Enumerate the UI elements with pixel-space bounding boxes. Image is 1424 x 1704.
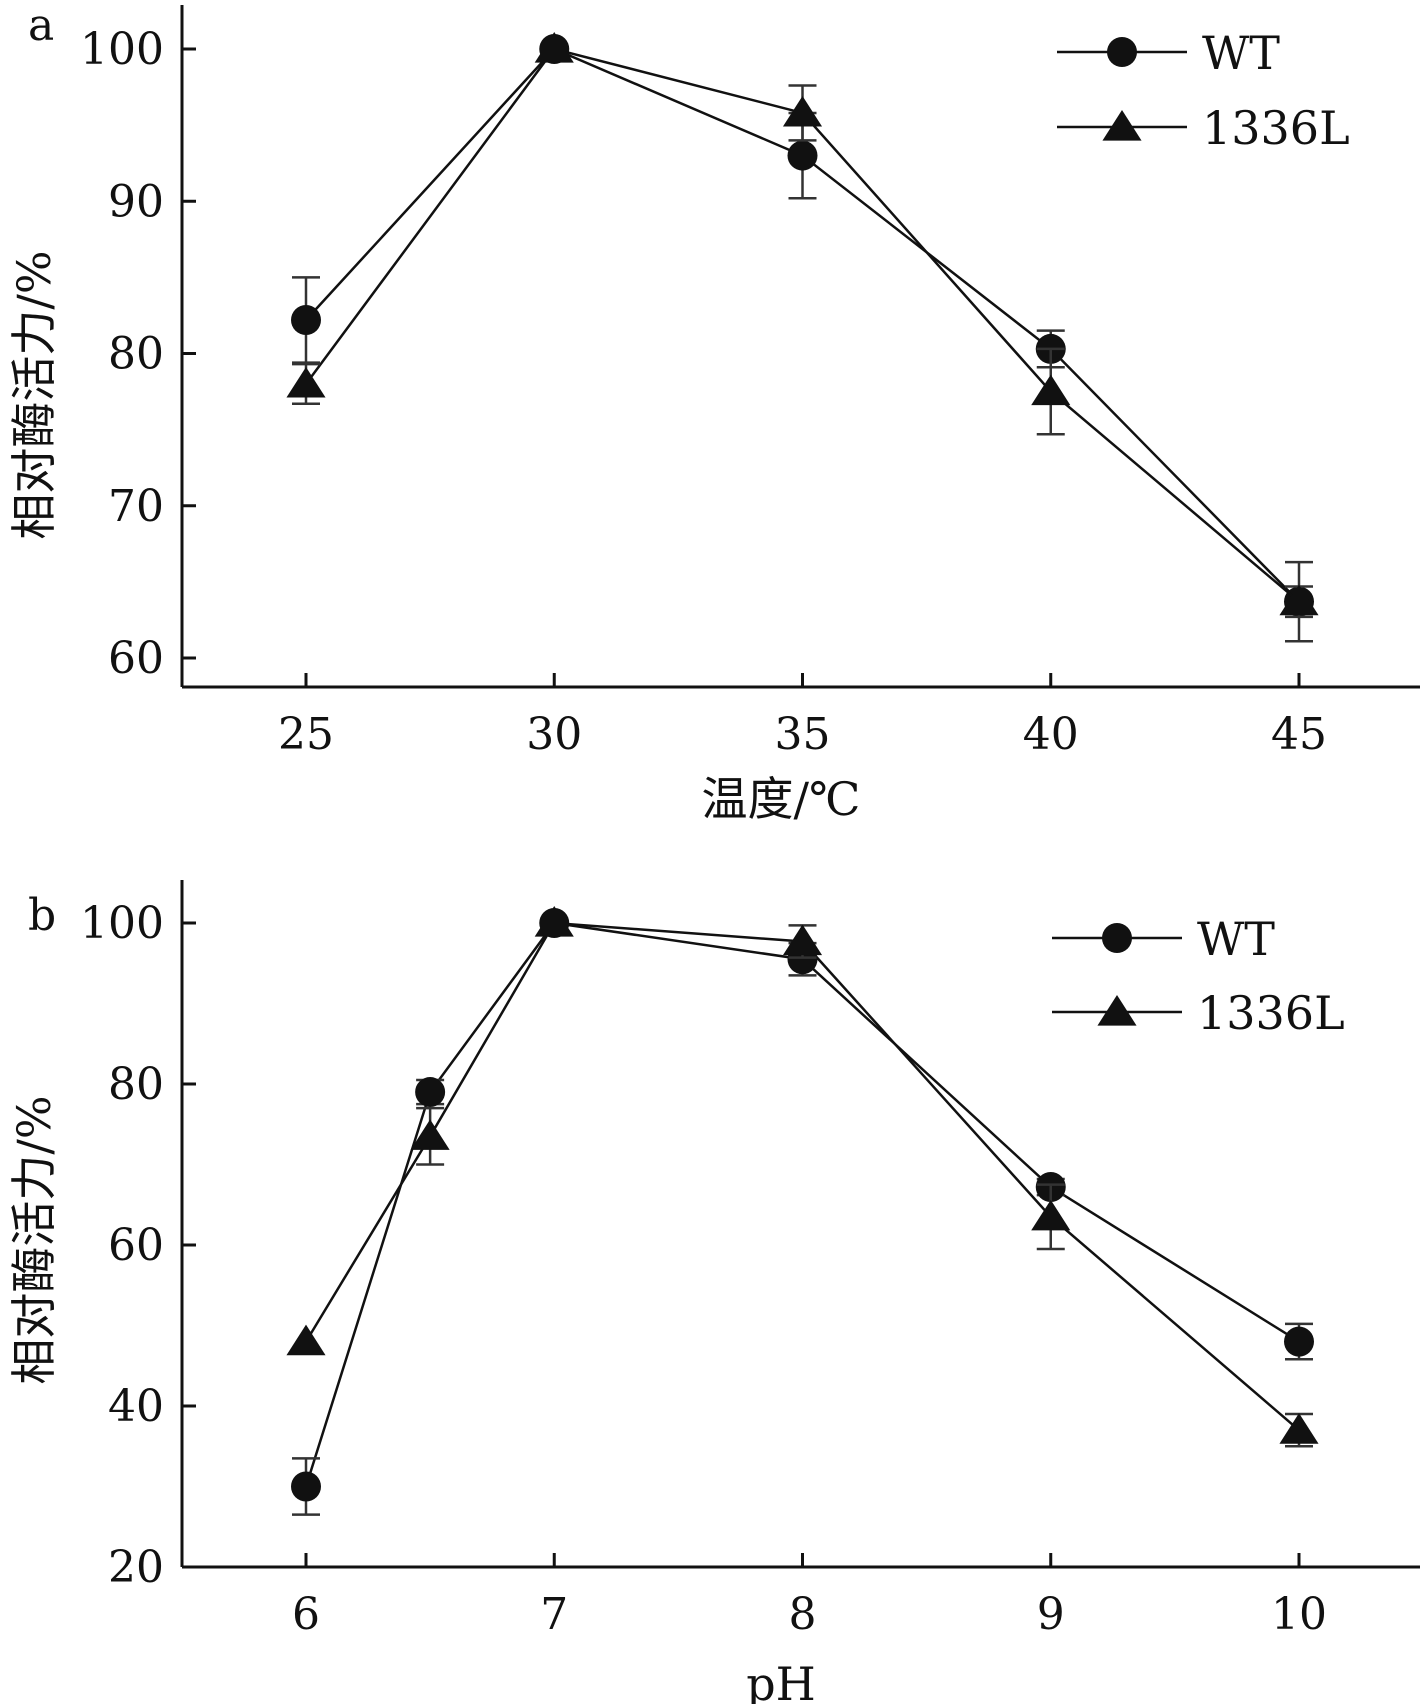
- y-tick-label: 40: [108, 1381, 164, 1432]
- data-point-triangle: [534, 906, 574, 937]
- y-tick-label: 20: [108, 1542, 164, 1593]
- x-tick-label: 25: [278, 709, 334, 760]
- panel-label: b: [28, 890, 56, 941]
- series-1336L: [286, 32, 1319, 619]
- x-tick-label: 45: [1271, 709, 1327, 760]
- x-tick-label: 35: [775, 709, 831, 760]
- chart-panel-a: 60 70 80 90 100 25 30 35 40 45 温度/℃ 相对酶活力/% a WT 1336L: [7, 0, 1420, 826]
- legend-marker-circle: [1107, 37, 1137, 67]
- y-axis-title: 相对酶活力/%: [7, 1095, 61, 1384]
- y-tick-label: 60: [108, 633, 164, 684]
- data-point-circle: [1284, 1326, 1314, 1357]
- x-axis-title: 温度/℃: [702, 772, 861, 826]
- y-tick-label: 100: [80, 898, 164, 949]
- x-tick-label: 40: [1023, 709, 1079, 760]
- legend-marker-circle: [1102, 923, 1132, 953]
- legend-label: WT: [1202, 26, 1280, 80]
- data-point-circle: [787, 140, 818, 171]
- y-tick-label: 60: [108, 1220, 164, 1271]
- x-tick-label: 30: [526, 709, 582, 760]
- y-tick-label: 80: [108, 329, 164, 380]
- data-point-triangle: [1031, 374, 1071, 406]
- legend-marker-triangle: [1097, 995, 1137, 1026]
- x-tick-label: 7: [540, 1589, 568, 1640]
- legend-item-1336L: 1336L: [1052, 986, 1345, 1040]
- legend-label: 1336L: [1197, 986, 1345, 1040]
- data-point-circle: [291, 1471, 321, 1502]
- data-point-triangle: [782, 95, 823, 127]
- legend-label: 1336L: [1202, 101, 1350, 155]
- chart-panel-b: 20 40 60 80 100 6 7 8 9 10 pH 相对酶活力/% b WT 1336L: [7, 880, 1420, 1704]
- data-point-triangle: [1031, 1199, 1071, 1231]
- y-tick-label: 100: [80, 24, 164, 75]
- y-tick-label: 70: [108, 481, 164, 532]
- data-point-triangle: [1279, 584, 1319, 616]
- y-axis-title: 相对酶活力/%: [7, 250, 61, 539]
- data-point-circle: [291, 305, 321, 336]
- series-WT: [291, 908, 1314, 1516]
- legend-item-WT: WT: [1057, 26, 1280, 80]
- legend-marker-triangle: [1102, 110, 1142, 141]
- data-point-triangle: [286, 366, 326, 398]
- y-tick-label: 90: [108, 176, 164, 227]
- data-point-triangle: [1279, 1413, 1319, 1444]
- legend-label: WT: [1197, 912, 1275, 966]
- x-tick-label: 10: [1271, 1589, 1327, 1640]
- panel-label: a: [28, 0, 54, 51]
- y-tick-label: 80: [108, 1059, 164, 1110]
- legend-item-1336L: 1336L: [1057, 101, 1350, 155]
- data-point-triangle: [782, 924, 823, 956]
- series-WT: [291, 34, 1314, 643]
- x-tick-label: 9: [1037, 1589, 1065, 1640]
- x-tick-label: 8: [789, 1589, 817, 1640]
- x-axis-title: pH: [746, 1657, 816, 1704]
- data-point-triangle: [534, 32, 574, 63]
- series-1336L: [286, 906, 1319, 1448]
- series-line: [304, 921, 1300, 1487]
- legend-item-WT: WT: [1052, 912, 1275, 966]
- series-line: [304, 921, 1300, 1432]
- data-point-circle: [415, 1077, 446, 1108]
- data-point-triangle: [410, 1119, 450, 1150]
- data-point-triangle: [286, 1324, 326, 1356]
- x-tick-label: 6: [292, 1589, 320, 1640]
